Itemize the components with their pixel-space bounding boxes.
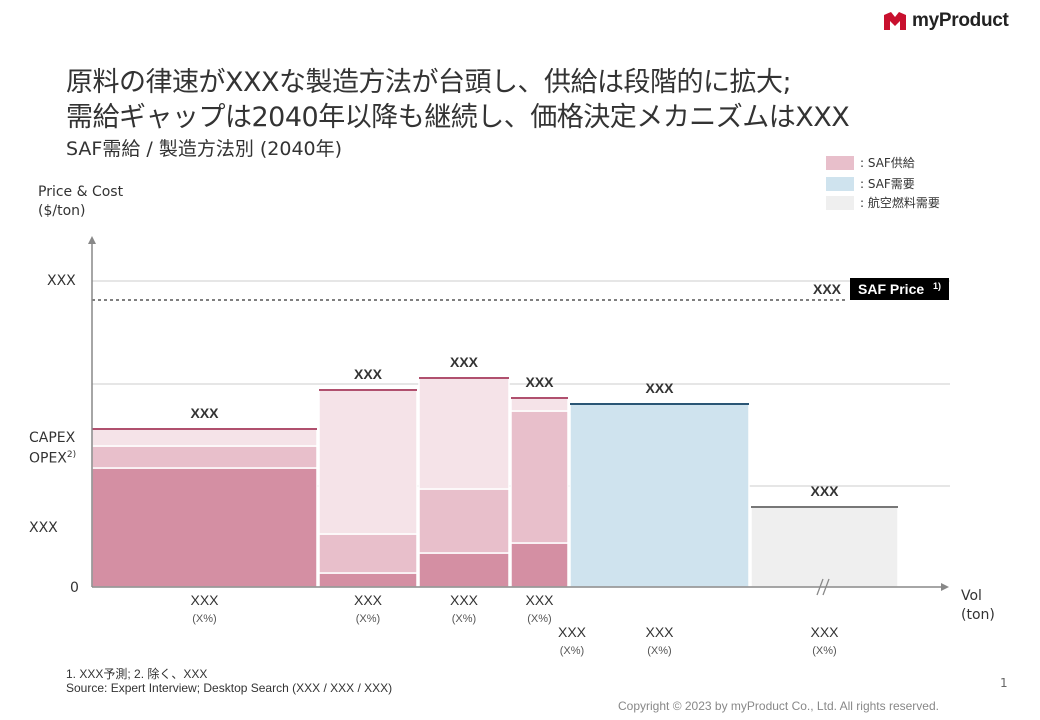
- bar-segment: [91, 428, 318, 447]
- price-tag-label: SAF Price: [858, 281, 924, 297]
- x-category-share: (X%): [356, 613, 380, 625]
- x-category-share: (X%): [452, 613, 476, 625]
- copyright: Copyright © 2023 by myProduct Co., Ltd. …: [618, 699, 939, 713]
- footnote: 1. XXX予測; 2. 除く、XXX: [66, 667, 208, 681]
- legend-item-jet-fuel: : 航空燃料需要: [826, 194, 940, 211]
- title-line-1: 原料の律速がXXXな製造方法が台頭し、供給は段階的に拡大;: [66, 67, 792, 98]
- x-category-label: XXX: [558, 624, 587, 640]
- x-category-share: (X%): [560, 645, 584, 657]
- axis-break-mark: [822, 578, 830, 596]
- bar-segment: [569, 403, 750, 588]
- x-axis-arrow: [941, 583, 949, 591]
- bar-segment: [318, 533, 418, 574]
- bar-segment: [418, 377, 510, 490]
- title-line-2: 需給ギャップは2040年以降も継続し、価格決定メカニズムはXXX: [66, 102, 850, 133]
- bar-top-label: XXX: [190, 405, 219, 421]
- x-category-label: XXX: [810, 624, 839, 640]
- x-category-label: XXX: [354, 592, 383, 608]
- y-axis-title: Price & Cost: [38, 184, 124, 200]
- bar-segment: [318, 572, 418, 588]
- bar-segment: [510, 542, 569, 588]
- legend-label-demand: : SAF需要: [860, 177, 915, 191]
- bar-top-label: XXX: [645, 380, 674, 396]
- brand-logo: myProduct: [884, 10, 1009, 32]
- axis-break-mark: [816, 578, 824, 596]
- bar-top-label: XXX: [354, 366, 383, 382]
- x-category-share: (X%): [192, 613, 216, 625]
- x-category-share: (X%): [812, 645, 836, 657]
- x-category-label: XXX: [190, 592, 219, 608]
- y-axis-arrow: [88, 236, 96, 244]
- page-subtitle: SAF需給 / 製造方法別 (2040年): [66, 138, 343, 160]
- brand-mark-icon: [884, 12, 906, 30]
- legend-swatch-jet-fuel: [826, 195, 854, 210]
- bar-segment: [750, 506, 899, 588]
- y-tick-opex-label: OPEX: [29, 450, 67, 467]
- bar-segment: [318, 389, 418, 535]
- bar-top-label: XXX: [525, 374, 554, 390]
- y-tick-top: XXX: [47, 273, 76, 289]
- x-axis-title: Vol: [961, 588, 982, 604]
- x-category-share: (X%): [527, 613, 551, 625]
- x-category-label: XXX: [645, 624, 674, 640]
- y-tick-mid: XXX: [29, 520, 58, 536]
- x-category-share: (X%): [647, 645, 671, 657]
- y-axis-unit: ($/ton): [38, 203, 86, 219]
- legend-swatch-demand: [826, 176, 854, 191]
- legend-label-jet-fuel: : 航空燃料需要: [860, 196, 940, 210]
- bar-top-label: XXX: [810, 483, 839, 499]
- price-tag-note: 1): [933, 281, 941, 291]
- y-tick-capex: CAPEX: [29, 430, 76, 446]
- price-tag-background: [850, 278, 949, 300]
- legend-swatch-supply: [826, 155, 854, 170]
- bar-segment: [91, 445, 318, 469]
- y-tick-opex: OPEX2): [29, 450, 76, 467]
- bar-segment: [418, 488, 510, 554]
- page-number: 1: [1000, 676, 1008, 690]
- x-category-label: XXX: [525, 592, 554, 608]
- bar-top-label: XXX: [450, 354, 479, 370]
- legend-item-supply: : SAF供給: [826, 154, 915, 171]
- bar-segment: [91, 467, 318, 588]
- brand-name: myProduct: [912, 10, 1009, 31]
- bar-segment: [510, 397, 569, 412]
- source-note: Source: Expert Interview; Desktop Search…: [66, 681, 393, 695]
- y-tick-opex-note: 2): [66, 450, 77, 460]
- y-tick-zero: 0: [70, 580, 79, 596]
- bar-segment: [510, 410, 569, 544]
- x-axis-unit: (ton): [961, 607, 995, 623]
- legend-item-demand: : SAF需要: [826, 175, 915, 192]
- price-value-label: XXX: [813, 281, 842, 297]
- x-category-label: XXX: [450, 592, 479, 608]
- legend-label-supply: : SAF供給: [860, 156, 915, 170]
- bar-segment: [418, 552, 510, 588]
